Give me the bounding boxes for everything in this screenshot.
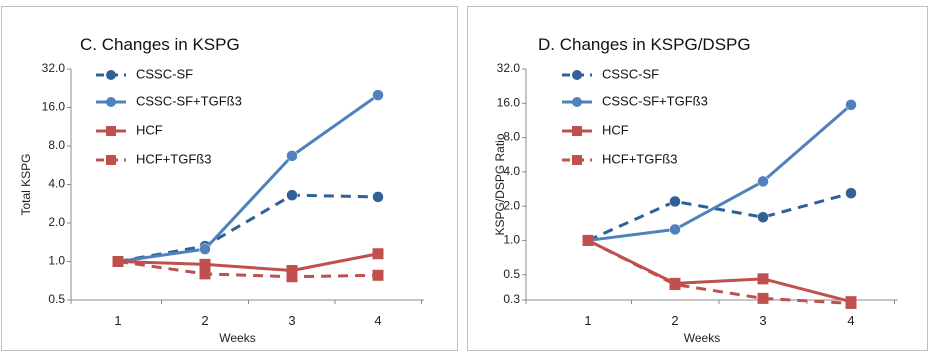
legend-item-hcf: HCF xyxy=(562,122,629,137)
x-axis-label: Weeks xyxy=(684,331,720,345)
series-line xyxy=(117,93,379,263)
data-point xyxy=(669,279,681,291)
series-hcf-tgfss3 xyxy=(112,256,384,283)
x-tick-label: 1 xyxy=(584,313,591,328)
series-line xyxy=(587,191,852,242)
legend-label: HCF xyxy=(602,122,629,137)
series-line xyxy=(117,193,379,263)
chart-frame xyxy=(1,6,458,351)
y-axis-label: KSPG/DSPG Ratio xyxy=(493,133,507,235)
legend-marker xyxy=(572,155,582,165)
x-axis-label: Weeks xyxy=(219,331,255,345)
chart-panel-kspg-dspg: D. Changes in KSPG/DSPG 0.3 0.5 1.0 2.0 4.0 8.… xyxy=(466,0,928,352)
legend-marker xyxy=(572,97,582,107)
x-tick-label: 3 xyxy=(759,313,766,328)
legend-label: CSSC-SF+TGFß3 xyxy=(602,93,708,108)
legend-marker xyxy=(106,126,116,136)
x-tick-label: 3 xyxy=(288,313,295,328)
data-point xyxy=(757,273,769,285)
data-point xyxy=(372,191,384,203)
legend-marker xyxy=(572,126,582,136)
x-tick-label: 1 xyxy=(114,313,121,328)
legend-item-hcf: HCF xyxy=(96,122,163,137)
data-point xyxy=(112,256,124,267)
chart-frame xyxy=(467,6,928,351)
legend-label: CSSC-SF xyxy=(602,66,659,81)
kspg-dspg-chart: D. Changes in KSPG/DSPG 0.3 0.5 1.0 2.0 4.0 8.… xyxy=(467,6,928,351)
data-point xyxy=(845,297,857,309)
y-tick-label: 32.0 xyxy=(497,61,521,75)
x-tick-label: 4 xyxy=(374,313,381,328)
y-tick-label: 2.0 xyxy=(503,198,520,212)
chart-title: C. Changes in KSPG xyxy=(80,35,240,54)
data-point xyxy=(669,195,681,208)
data-point xyxy=(757,292,769,304)
data-point xyxy=(286,189,298,201)
y-tick-label: 8.0 xyxy=(48,138,65,152)
series-hcf-tgfss3 xyxy=(582,234,857,309)
legend-item-cssc-sf: CSSC-SF xyxy=(562,66,659,81)
y-tick-label: 0.3 xyxy=(503,292,520,306)
y-axis-label: Total KSPG xyxy=(19,153,33,215)
y-tick-label: 1.0 xyxy=(48,254,65,268)
chart-panel-kspg: C. Changes in KSPG 0.5 1.0 2.0 4.0 8.0 16.0 32.… xyxy=(0,0,458,352)
x-tick-label: 4 xyxy=(847,313,854,328)
data-point xyxy=(372,89,384,101)
data-point xyxy=(757,175,769,188)
y-tick-label: 4.0 xyxy=(503,164,520,178)
series-line xyxy=(587,239,852,305)
data-point xyxy=(845,99,857,111)
series-line xyxy=(587,239,852,304)
y-tick-label: 0.5 xyxy=(48,292,65,306)
y-tick-label: 16.0 xyxy=(497,95,521,109)
legend-label: CSSC-SF xyxy=(136,66,193,81)
data-point xyxy=(372,248,384,260)
legend-marker xyxy=(106,155,116,165)
y-tick-label: 16.0 xyxy=(42,100,66,114)
series-line xyxy=(117,252,379,273)
y-tick-label: 1.0 xyxy=(503,233,520,247)
series-line xyxy=(587,103,852,242)
legend-item-hcf-tgfss3: HCF+TGFß3 xyxy=(562,151,677,166)
data-point xyxy=(845,187,857,199)
data-point xyxy=(372,269,384,281)
y-tick-label: 2.0 xyxy=(48,215,65,229)
data-point xyxy=(757,211,769,223)
x-tick-label: 2 xyxy=(671,313,678,328)
kspg-chart: C. Changes in KSPG 0.5 1.0 2.0 4.0 8.0 16.0 32.… xyxy=(1,6,458,351)
legend-label: HCF+TGFß3 xyxy=(602,151,677,166)
data-point xyxy=(199,243,211,255)
data-point xyxy=(582,234,594,246)
legend-marker xyxy=(106,97,116,107)
legend-label: CSSC-SF+TGFß3 xyxy=(136,93,242,108)
data-point xyxy=(199,268,211,280)
data-point xyxy=(669,223,681,236)
legend-label: HCF xyxy=(136,122,163,137)
x-tick-label: 2 xyxy=(201,313,208,328)
data-point xyxy=(286,265,298,277)
legend-marker xyxy=(106,70,116,80)
y-tick-label: 0.5 xyxy=(503,267,520,281)
series-line xyxy=(117,260,379,279)
y-tick-label: 32.0 xyxy=(42,61,66,75)
legend-item-cssc-sf: CSSC-SF xyxy=(96,66,193,81)
legend-label: HCF+TGFß3 xyxy=(136,151,211,166)
legend-marker xyxy=(572,70,582,80)
y-tick-label: 4.0 xyxy=(48,177,65,191)
legend-item-cssc-sf-tgfss3: CSSC-SF+TGFß3 xyxy=(562,93,708,108)
data-point xyxy=(286,271,298,283)
y-tick-label: 8.0 xyxy=(503,130,520,144)
chart-title: D. Changes in KSPG/DSPG xyxy=(538,35,751,54)
series-cssc-sf xyxy=(582,187,857,247)
data-point xyxy=(199,258,211,270)
data-point xyxy=(286,150,298,162)
legend-item-hcf-tgfss3: HCF+TGFß3 xyxy=(96,151,211,166)
legend-item-cssc-sf-tgfss3: CSSC-SF+TGFß3 xyxy=(96,93,242,108)
